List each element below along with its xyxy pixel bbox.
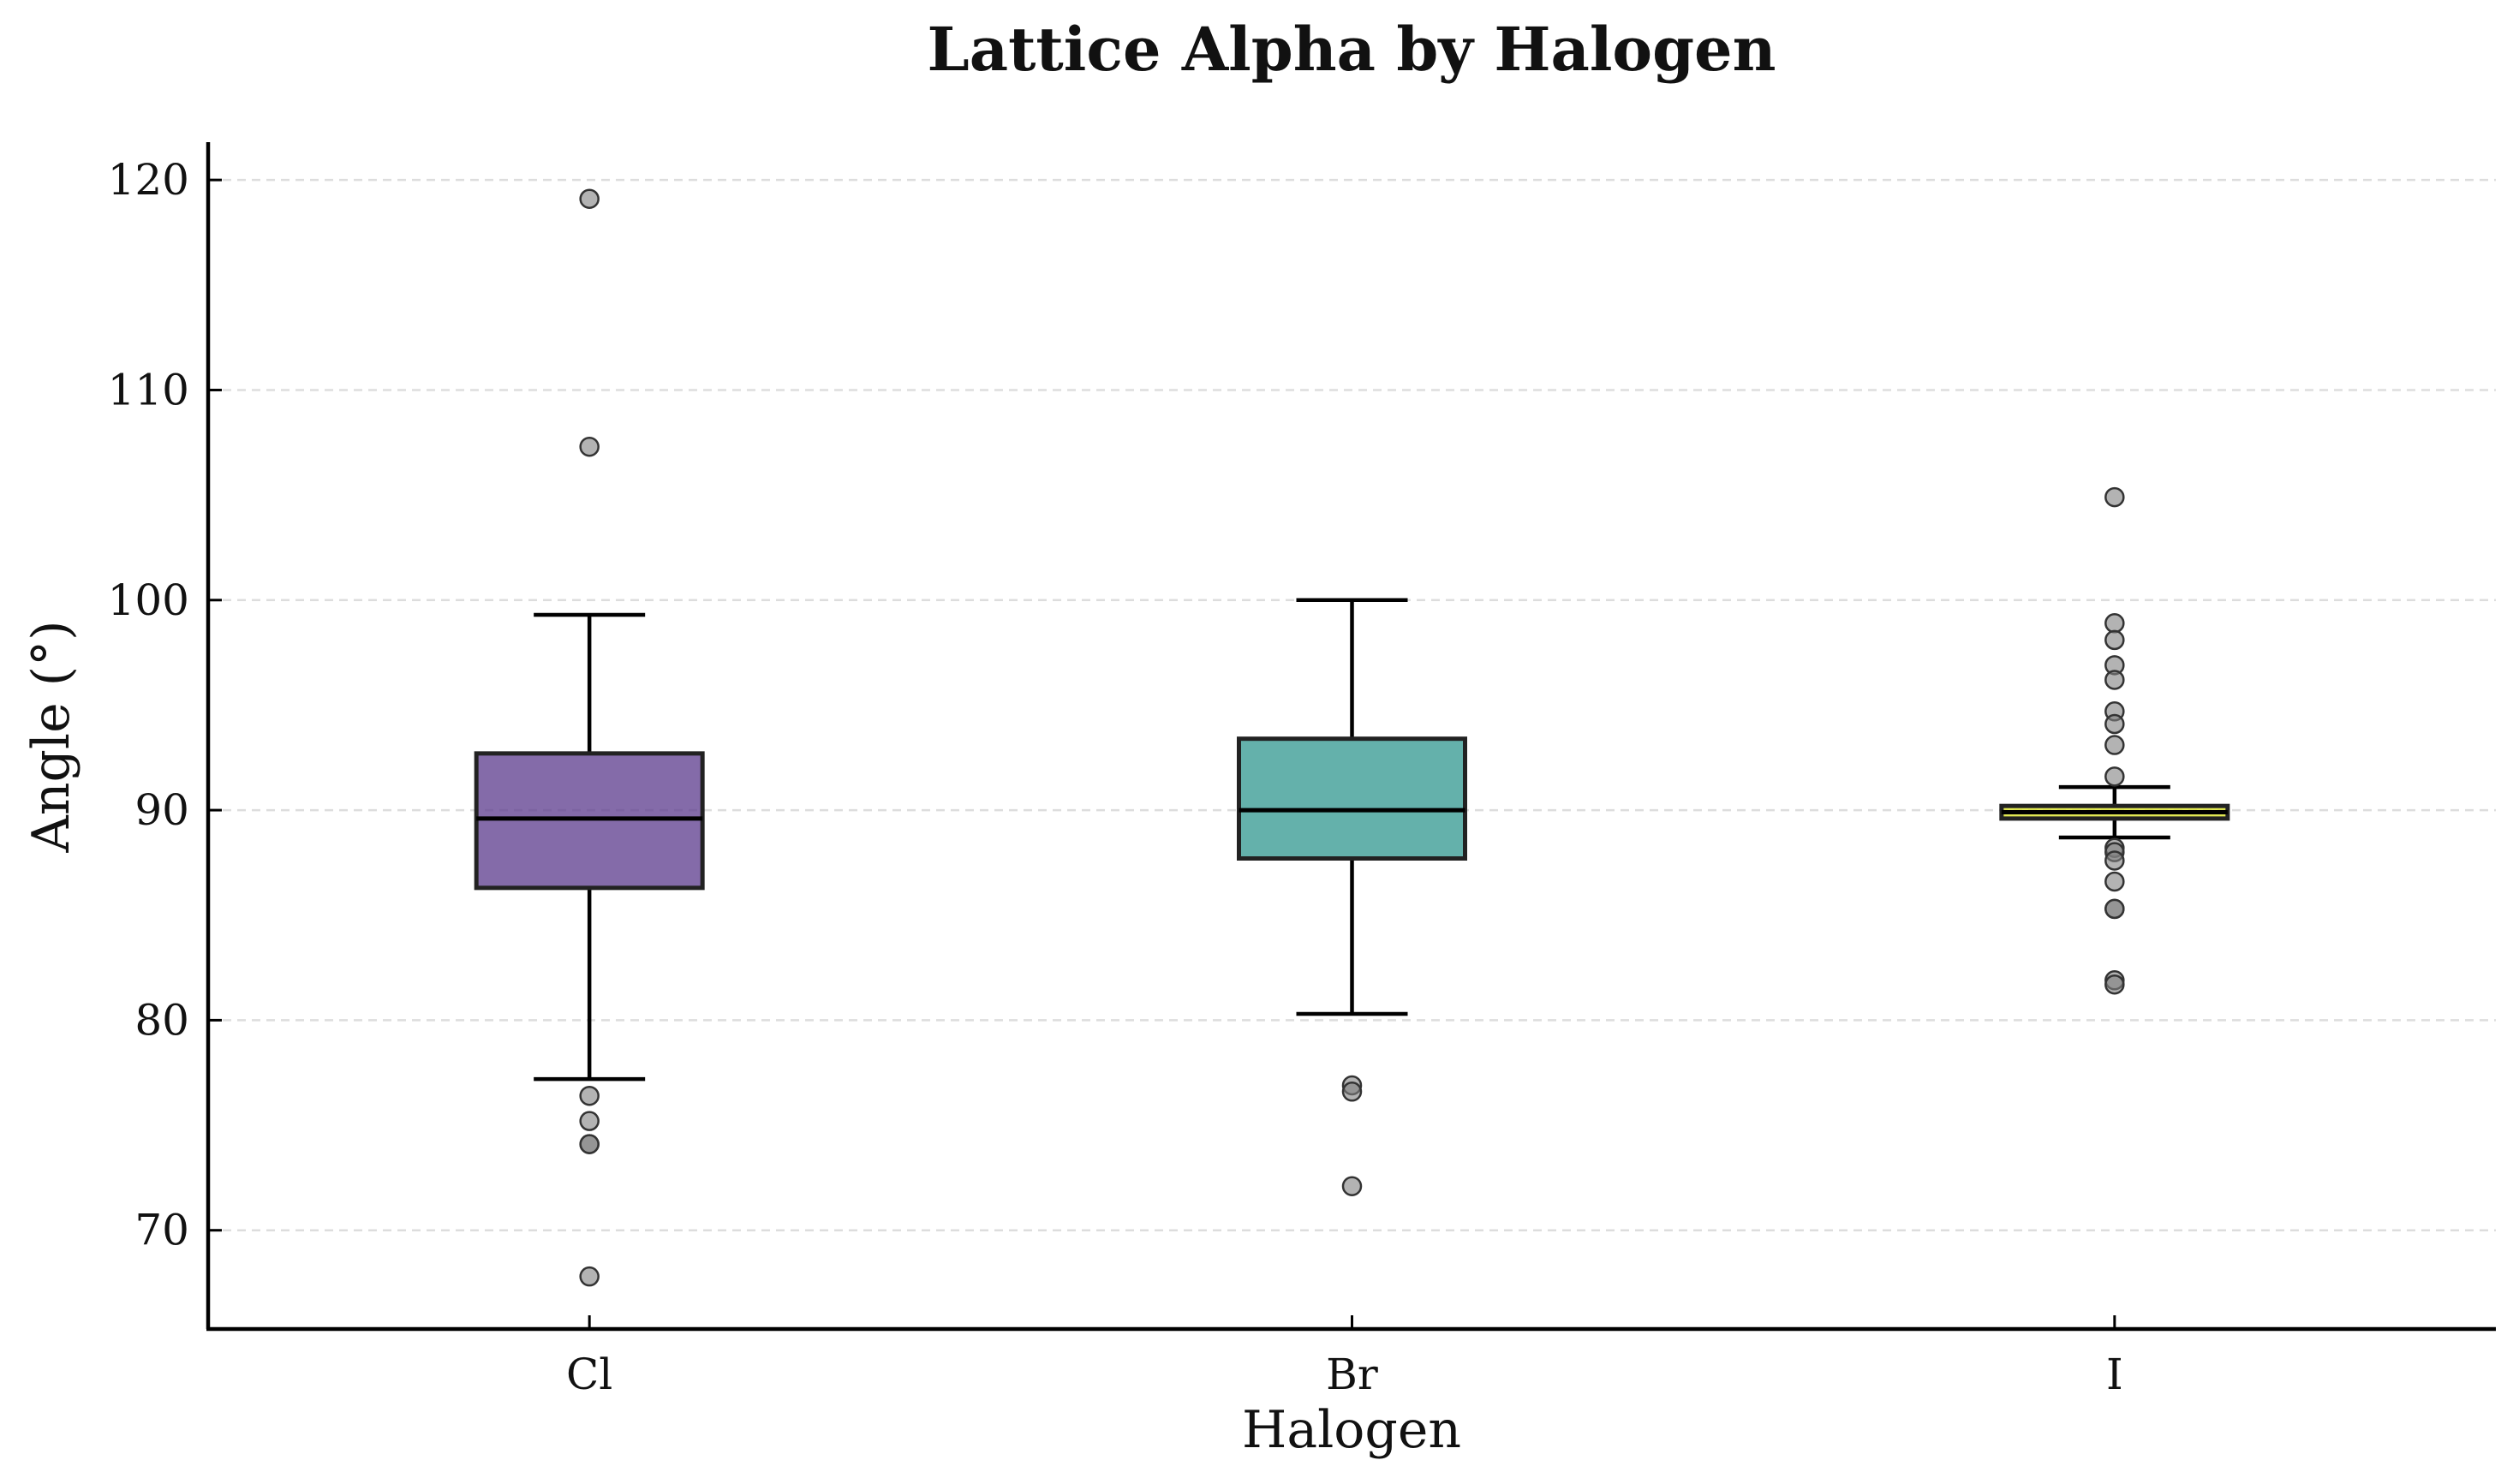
outlier-point xyxy=(2104,486,2125,508)
outlier-point xyxy=(2104,613,2125,634)
box-br xyxy=(1237,598,1467,1016)
box-cl xyxy=(474,612,705,1082)
outlier-point xyxy=(2104,713,2125,735)
chart-title: Lattice Alpha by Halogen xyxy=(928,14,1776,85)
outlier-point xyxy=(579,1266,600,1287)
outlier-point xyxy=(2104,850,2125,871)
iqr-box xyxy=(1237,736,1467,861)
outlier-point xyxy=(579,188,600,209)
y-tick-label: 90 xyxy=(134,785,189,835)
outlier-point xyxy=(1341,1082,1363,1102)
outlier-point xyxy=(2104,629,2125,651)
x-axis-ticks: Cl Br I xyxy=(566,1315,2123,1399)
outlier-point xyxy=(1341,1176,1363,1196)
outlier-points xyxy=(579,188,2125,1287)
outlier-point xyxy=(2104,766,2125,787)
x-tick-label: Cl xyxy=(566,1350,612,1399)
x-tick-label: I xyxy=(2106,1350,2123,1399)
y-axis-ticks: 70 80 90 100 110 120 xyxy=(108,155,222,1255)
outlier-point xyxy=(579,436,600,457)
boxes xyxy=(474,598,2230,1082)
outlier-point xyxy=(2104,670,2125,690)
outlier-point xyxy=(2104,735,2125,755)
outlier-point xyxy=(579,1085,600,1106)
box-i xyxy=(1999,784,2230,840)
outlier-point xyxy=(2104,974,2125,995)
y-tick-label: 110 xyxy=(108,365,189,414)
outlier-point xyxy=(579,1134,600,1154)
y-axis-label: Angle (°) xyxy=(21,621,81,854)
y-tick-label: 100 xyxy=(108,575,189,625)
outlier-point xyxy=(579,1111,600,1131)
y-tick-label: 70 xyxy=(134,1206,189,1255)
x-tick-label: Br xyxy=(1326,1350,1378,1399)
outlier-point xyxy=(2104,871,2125,892)
outlier-point xyxy=(2104,898,2125,920)
y-tick-label: 120 xyxy=(108,155,189,205)
y-tick-label: 80 xyxy=(134,995,189,1045)
x-axis-label: Halogen xyxy=(1242,1400,1461,1460)
